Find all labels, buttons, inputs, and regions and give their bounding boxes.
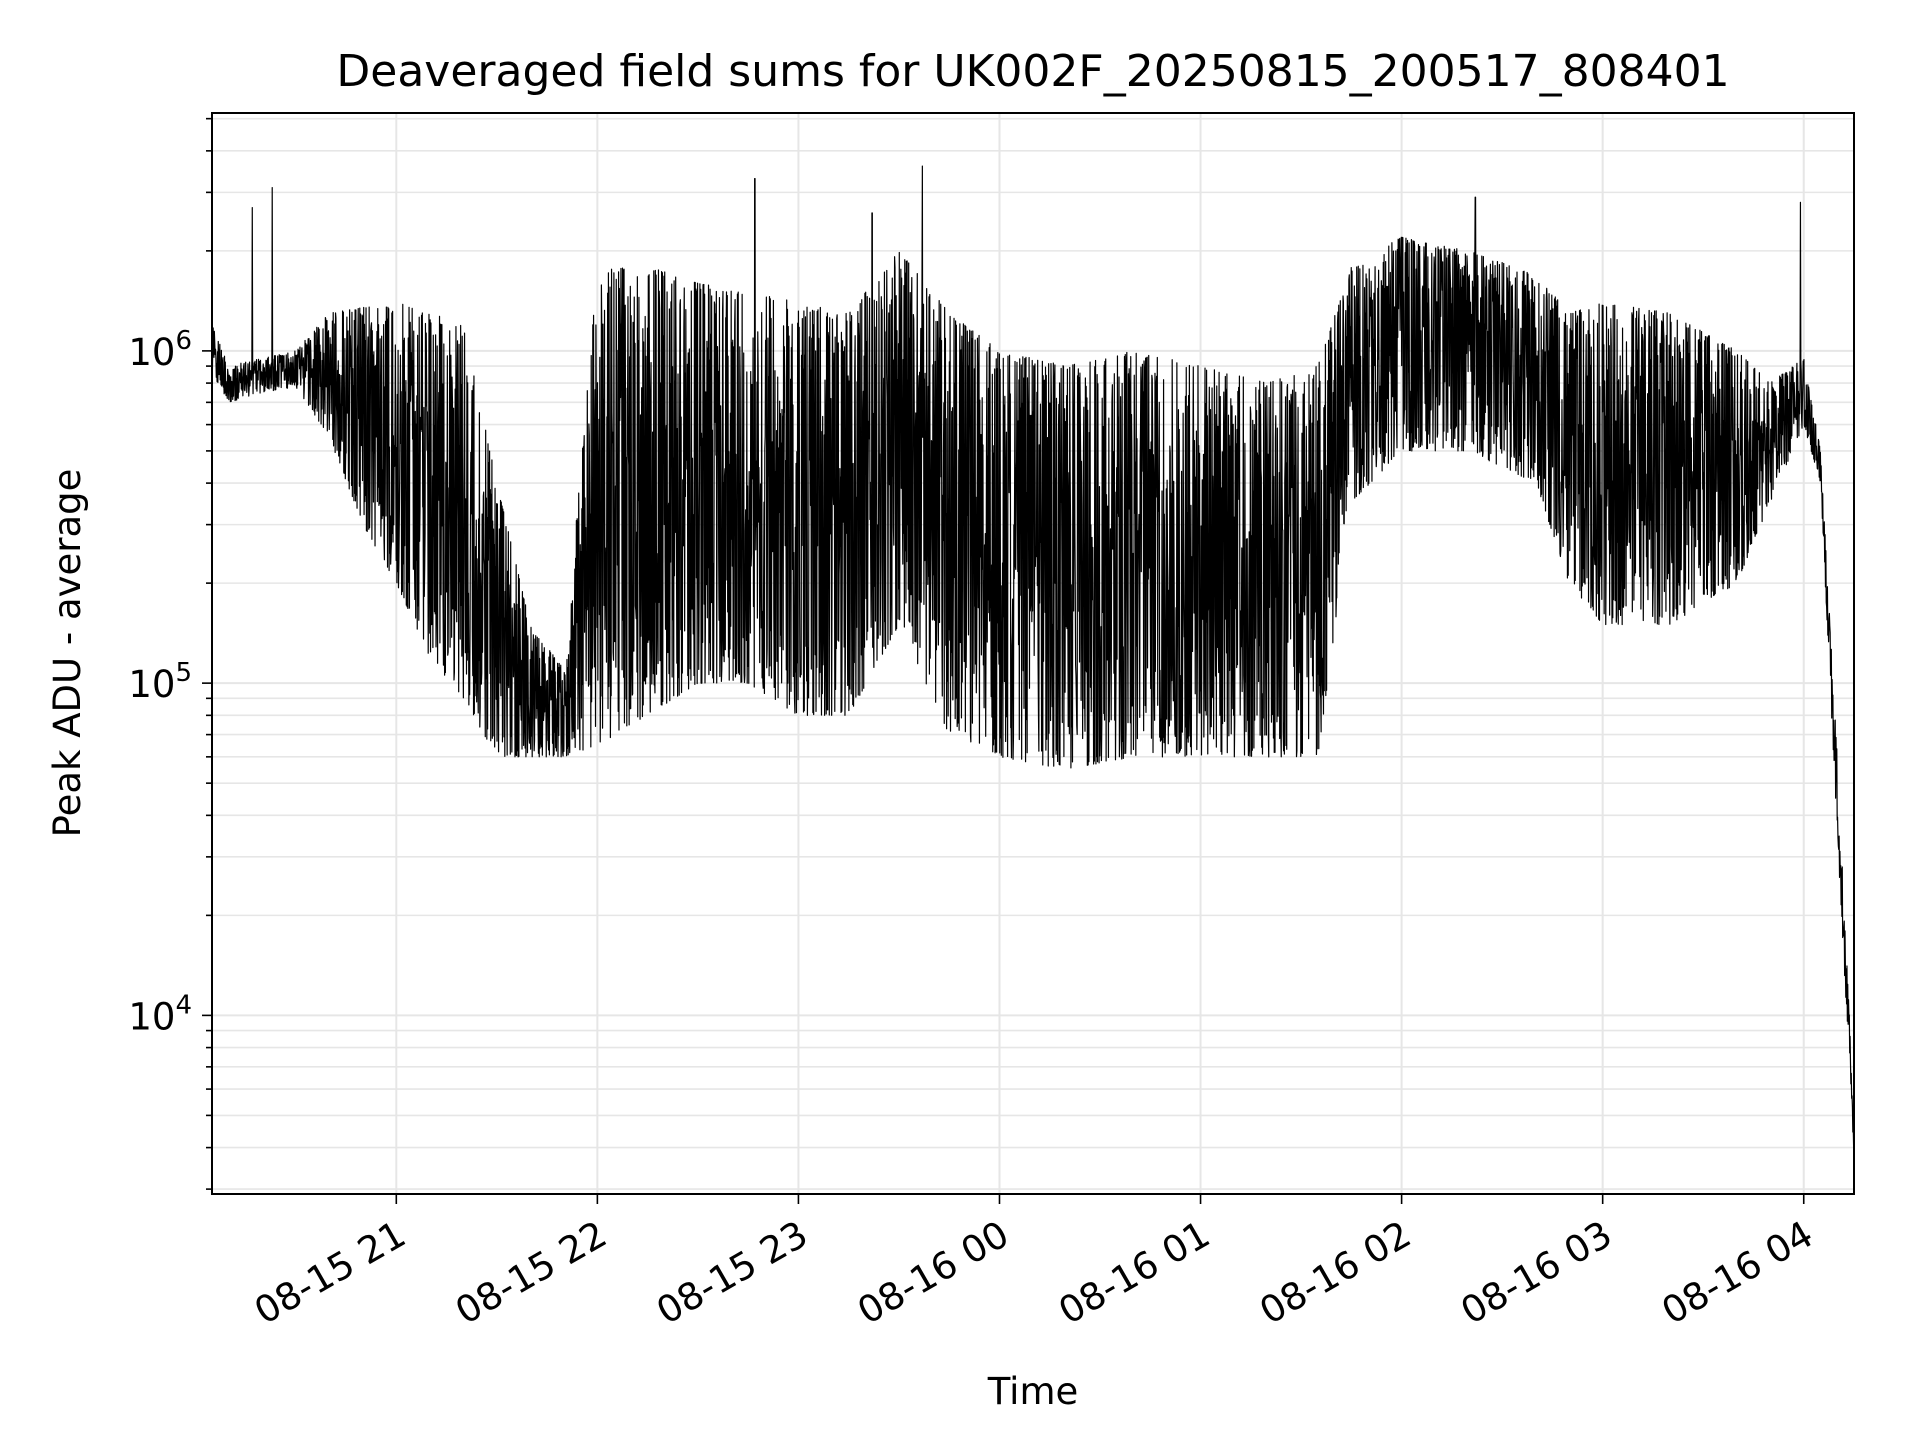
series-line (212, 165, 1854, 1148)
y-tick-label: 106 (128, 326, 192, 374)
plot-frame (211, 112, 1855, 1195)
x-axis-label: Time (987, 1370, 1079, 1413)
chart-title: Deaveraged field sums for UK002F_2025081… (336, 46, 1729, 97)
y-tick-label: 105 (128, 658, 192, 706)
y-tick-label: 104 (128, 990, 192, 1038)
y-axis-label: Peak ADU - average (46, 469, 89, 838)
series-group (212, 165, 1854, 1148)
